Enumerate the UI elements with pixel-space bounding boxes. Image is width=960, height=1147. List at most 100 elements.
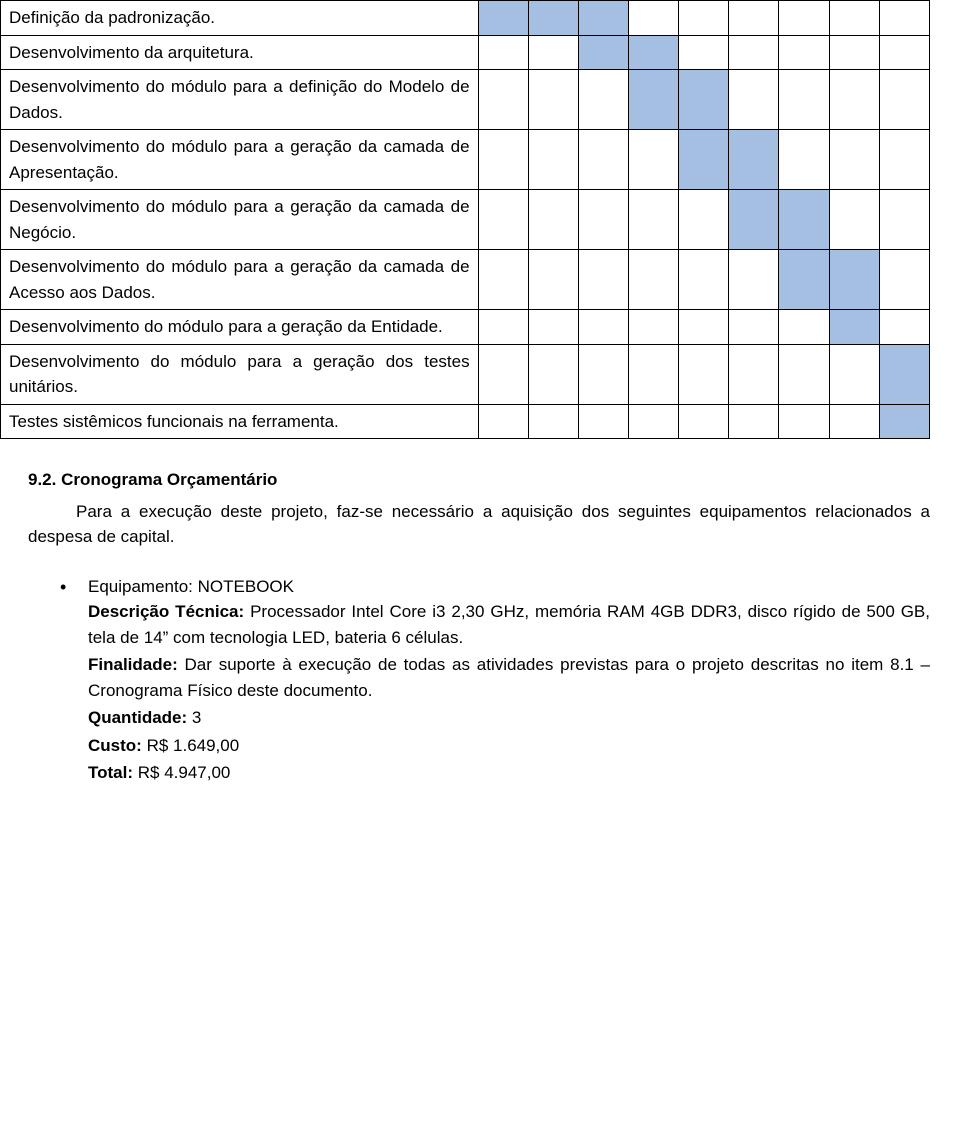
gantt-cell: [629, 130, 679, 190]
gantt-cell: [478, 35, 528, 70]
gantt-cell: [629, 35, 679, 70]
final-line: Finalidade: Dar suporte à execução de to…: [88, 652, 930, 703]
row-label: Desenvolvimento do módulo para a geração…: [1, 344, 479, 404]
gantt-cell: [829, 310, 879, 345]
section-number: 9.2.: [28, 470, 56, 489]
gantt-cell: [629, 1, 679, 36]
gantt-cell: [679, 250, 729, 310]
table-row: Desenvolvimento do módulo para a geração…: [1, 310, 930, 345]
desc-label: Descrição Técnica:: [88, 602, 244, 621]
gantt-cell: [578, 35, 628, 70]
gantt-cell: [879, 344, 929, 404]
gantt-cell: [528, 1, 578, 36]
gantt-cell: [478, 190, 528, 250]
gantt-cell: [679, 190, 729, 250]
total-line: Total: R$ 4.947,00: [88, 760, 930, 786]
gantt-cell: [578, 1, 628, 36]
row-label: Desenvolvimento do módulo para a geração…: [1, 190, 479, 250]
gantt-cell: [729, 310, 779, 345]
table-row: Desenvolvimento do módulo para a geração…: [1, 130, 930, 190]
row-label: Desenvolvimento da arquitetura.: [1, 35, 479, 70]
section-intro: Para a execução deste projeto, faz-se ne…: [28, 499, 930, 550]
table-row: Testes sistêmicos funcionais na ferramen…: [1, 404, 930, 439]
table-row: Desenvolvimento do módulo para a definiç…: [1, 70, 930, 130]
gantt-cell: [879, 130, 929, 190]
gantt-cell: [679, 35, 729, 70]
gantt-cell: [478, 310, 528, 345]
final-label: Finalidade:: [88, 655, 178, 674]
table-row: Desenvolvimento do módulo para a geração…: [1, 250, 930, 310]
gantt-cell: [478, 70, 528, 130]
gantt-cell: [679, 130, 729, 190]
gantt-cell: [829, 130, 879, 190]
gantt-cell: [729, 130, 779, 190]
gantt-cell: [629, 310, 679, 345]
total-label: Total:: [88, 763, 133, 782]
gantt-cell: [578, 190, 628, 250]
gantt-cell: [478, 404, 528, 439]
gantt-cell: [528, 35, 578, 70]
gantt-cell: [829, 1, 879, 36]
gantt-cell: [679, 310, 729, 345]
final-value: Dar suporte à execução de todas as ativi…: [88, 655, 930, 700]
gantt-cell: [729, 250, 779, 310]
gantt-cell: [779, 250, 829, 310]
gantt-cell: [829, 190, 879, 250]
gantt-cell: [679, 70, 729, 130]
equipment-label: Equipamento:: [88, 577, 193, 596]
section-title-text: Cronograma Orçamentário: [61, 470, 277, 489]
gantt-cell: [779, 344, 829, 404]
gantt-cell: [629, 404, 679, 439]
gantt-cell: [879, 1, 929, 36]
row-label: Desenvolvimento do módulo para a geração…: [1, 310, 479, 345]
gantt-cell: [629, 190, 679, 250]
gantt-cell: [779, 130, 829, 190]
row-label: Testes sistêmicos funcionais na ferramen…: [1, 404, 479, 439]
gantt-cell: [829, 404, 879, 439]
gantt-cell: [629, 344, 679, 404]
cost-value: R$ 1.649,00: [147, 736, 240, 755]
gantt-cell: [829, 344, 879, 404]
gantt-cell: [729, 190, 779, 250]
gantt-cell: [478, 344, 528, 404]
gantt-cell: [729, 35, 779, 70]
gantt-cell: [528, 70, 578, 130]
row-label: Desenvolvimento do módulo para a definiç…: [1, 70, 479, 130]
gantt-table: Definição da padronização.Desenvolviment…: [0, 0, 930, 439]
gantt-cell: [729, 70, 779, 130]
gantt-cell: [578, 404, 628, 439]
gantt-cell: [879, 35, 929, 70]
desc-line: Descrição Técnica: Processador Intel Cor…: [88, 599, 930, 650]
gantt-cell: [679, 404, 729, 439]
gantt-cell: [779, 404, 829, 439]
gantt-cell: [528, 344, 578, 404]
gantt-cell: [578, 344, 628, 404]
table-row: Desenvolvimento do módulo para a geração…: [1, 190, 930, 250]
gantt-cell: [879, 404, 929, 439]
gantt-cell: [779, 310, 829, 345]
gantt-cell: [478, 1, 528, 36]
gantt-cell: [528, 130, 578, 190]
gantt-cell: [578, 130, 628, 190]
table-row: Desenvolvimento do módulo para a geração…: [1, 344, 930, 404]
gantt-cell: [879, 190, 929, 250]
gantt-cell: [528, 310, 578, 345]
cost-label: Custo:: [88, 736, 142, 755]
gantt-cell: [528, 404, 578, 439]
qty-value: 3: [192, 708, 201, 727]
gantt-cell: [578, 250, 628, 310]
qty-line: Quantidade: 3: [88, 705, 930, 731]
table-row: Definição da padronização.: [1, 1, 930, 36]
qty-label: Quantidade:: [88, 708, 187, 727]
row-label: Definição da padronização.: [1, 1, 479, 36]
gantt-cell: [879, 250, 929, 310]
gantt-cell: [478, 130, 528, 190]
gantt-cell: [729, 344, 779, 404]
gantt-cell: [829, 70, 879, 130]
gantt-cell: [679, 1, 729, 36]
cost-line: Custo: R$ 1.649,00: [88, 733, 930, 759]
gantt-cell: [779, 190, 829, 250]
gantt-cell: [779, 70, 829, 130]
gantt-cell: [578, 70, 628, 130]
gantt-cell: [629, 250, 679, 310]
